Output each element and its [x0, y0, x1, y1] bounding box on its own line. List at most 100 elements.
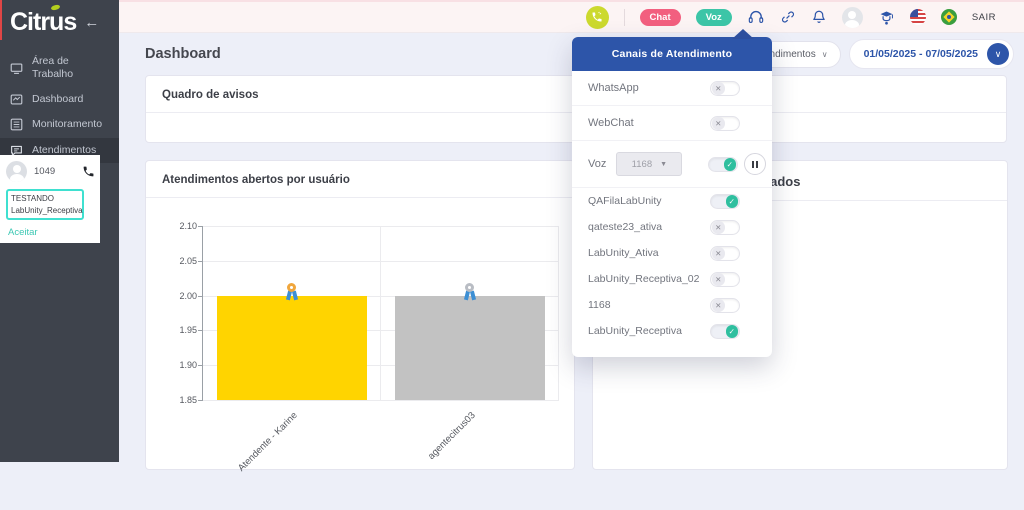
- medal-marker-icon: [284, 282, 300, 300]
- x-category-label: Atendente - Karine: [235, 410, 300, 474]
- pause-icon: [752, 160, 754, 168]
- queue-label: LabUnity_Ativa: [588, 247, 659, 259]
- webchat-toggle[interactable]: ✕: [710, 115, 740, 131]
- queue-row: 1168 ✕: [572, 292, 772, 318]
- channel-label: Voz: [588, 158, 607, 170]
- sidebar-item-label: Monitoramento: [32, 118, 103, 131]
- br-flag-icon[interactable]: [940, 9, 957, 25]
- sidebar-item-area-de-trabalho[interactable]: Área de Trabalho: [0, 49, 119, 87]
- channel-label: WhatsApp: [588, 82, 639, 94]
- queue-toggle-1168[interactable]: ✕: [710, 297, 740, 313]
- notices-title: Quadro de avisos: [162, 89, 259, 101]
- queue-toggle-labunity-ativa[interactable]: ✕: [710, 245, 740, 261]
- y-tick-mark: [198, 226, 203, 227]
- chevron-down-icon: ∨: [821, 49, 828, 59]
- channels-dropdown-panel: Canais de Atendimento WhatsApp ✕ WebChat…: [572, 37, 772, 357]
- topbar-divider: [623, 8, 625, 26]
- gridline: [203, 226, 559, 227]
- gridline: [203, 400, 559, 401]
- us-flag-icon[interactable]: [909, 9, 926, 25]
- vertical-gridline: [558, 226, 559, 400]
- toggle-knob: ✕: [712, 82, 725, 95]
- queue-label: LabUnity_Receptiva: [588, 325, 682, 337]
- queue-toggle-labunity-receptiva[interactable]: ✓: [710, 323, 740, 339]
- logout-link[interactable]: SAIR: [971, 11, 996, 23]
- queue-row: LabUnity_Receptiva_02 ✕: [572, 266, 772, 292]
- agent-avatar: [6, 161, 27, 182]
- phone-call-icon: [592, 11, 602, 22]
- queue-label: LabUnity_Receptiva_02: [588, 273, 700, 285]
- collapse-sidebar-arrow-icon[interactable]: ←: [84, 14, 100, 31]
- bar-chart: 2.10 2.05 2.00 1.95 1.90 1.85 Atendente - Kari…: [179, 221, 559, 474]
- channels-headset-icon[interactable]: [747, 8, 765, 26]
- queue-toggle-qateste23-ativa[interactable]: ✕: [710, 219, 740, 235]
- queue-row: QAFilaLabUnity ✓: [572, 188, 772, 214]
- topbar: Chat Voz SAIR: [119, 0, 1024, 33]
- page-title: Dashboard: [145, 46, 221, 62]
- chart-bar: [395, 295, 545, 400]
- accept-call-link[interactable]: Aceitar: [8, 227, 38, 239]
- open-chart-title: Atendimentos abertos por usuário: [162, 174, 350, 186]
- queue-row: qateste23_ativa ✕: [572, 214, 772, 240]
- workspace-icon: [10, 63, 23, 74]
- y-tick-mark: [198, 260, 203, 262]
- divider: [146, 197, 574, 198]
- chats-icon: [11, 145, 22, 156]
- link-icon[interactable]: [780, 9, 796, 25]
- medal-marker-icon: [462, 282, 478, 300]
- agent-extension: 1049: [34, 166, 56, 177]
- y-tick-mark: [198, 330, 203, 332]
- chevron-down-icon: ∨: [994, 48, 1002, 59]
- queue-label: QAFilaLabUnity: [588, 195, 662, 207]
- divider: [572, 140, 772, 141]
- toggle-knob: ✕: [712, 247, 725, 260]
- sidebar-item-label: Dashboard: [32, 93, 84, 106]
- toggle-knob: ✓: [725, 325, 738, 338]
- pause-button[interactable]: [744, 153, 766, 175]
- y-tick-label: 2.10: [179, 221, 197, 231]
- chart-bar: [217, 295, 367, 400]
- voz-extension-select[interactable]: 1168 ▼: [616, 152, 683, 176]
- pause-icon: [756, 160, 758, 168]
- x-category-label: agentecitrus03: [425, 410, 478, 462]
- voz-channel-badge[interactable]: Voz: [695, 8, 732, 26]
- queue-row: LabUnity_Receptiva ✓: [572, 318, 772, 344]
- user-avatar[interactable]: [841, 6, 863, 28]
- open-attendances-panel: Atendimentos abertos por usuário 2.10 2.0…: [145, 160, 575, 474]
- queue-label: 1168: [588, 299, 611, 311]
- divider: [572, 187, 772, 188]
- queue-row: LabUnity_Ativa ✕: [572, 240, 772, 266]
- dashboard-icon: [10, 94, 23, 105]
- queue-toggle-qafilalabunity[interactable]: ✓: [710, 193, 740, 209]
- sidebar-item-monitoramento[interactable]: Monitoramento: [0, 112, 119, 137]
- gridline: [203, 365, 559, 367]
- whatsapp-toggle[interactable]: ✕: [710, 80, 740, 96]
- y-tick-label: 1.95: [179, 325, 197, 336]
- divider: [572, 105, 772, 106]
- date-range-value: 01/05/2025 - 07/05/2025: [863, 48, 978, 60]
- gridline: [203, 295, 559, 297]
- channel-row-webchat: WebChat ✕: [572, 106, 772, 140]
- date-range-picker[interactable]: 01/05/2025 - 07/05/2025 ∨: [848, 39, 1014, 69]
- active-call-button[interactable]: [585, 5, 609, 29]
- chat-channel-badge[interactable]: Chat: [639, 8, 681, 26]
- toggle-knob: ✕: [712, 273, 725, 286]
- channel-row-whatsapp: WhatsApp ✕: [572, 71, 772, 105]
- y-tick-mark: [198, 365, 203, 367]
- sidebar-item-label: Atendimentos: [32, 143, 97, 156]
- graduate-icon[interactable]: [878, 9, 895, 26]
- monitoring-icon: [10, 119, 23, 131]
- channel-row-voz: Voz 1168 ▼ ✓: [572, 141, 772, 187]
- voz-toggle[interactable]: ✓: [708, 156, 738, 172]
- queue-toggle-labunity-receptiva-02[interactable]: ✕: [710, 271, 740, 287]
- bell-icon[interactable]: [811, 9, 827, 25]
- incoming-call-card: 1049 TESTANDO LabUnity_Receptiva Aceitar: [0, 155, 100, 243]
- dropdown-caret: [732, 29, 754, 39]
- channels-dropdown-title: Canais de Atendimento: [572, 37, 772, 71]
- date-chevron-button[interactable]: ∨: [987, 43, 1009, 65]
- gridline: [203, 330, 559, 332]
- sidebar-item-dashboard[interactable]: Dashboard: [0, 87, 119, 112]
- vertical-gridline: [380, 226, 381, 400]
- left-edge-accent: [0, 0, 2, 40]
- sidebar: Citrus ← Área de Trabalho Dashboard Moni…: [0, 0, 119, 462]
